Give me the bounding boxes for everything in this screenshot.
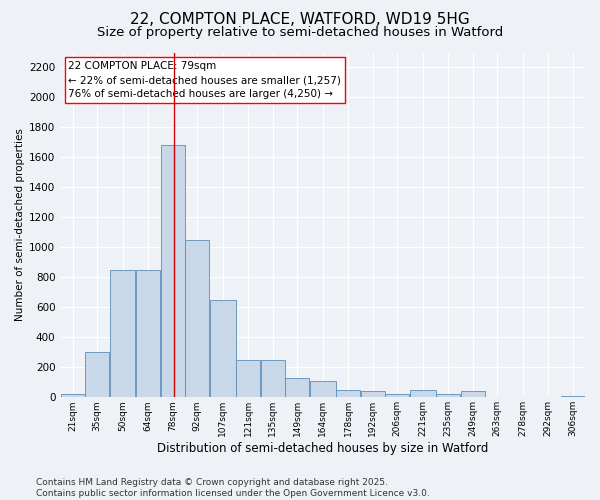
Bar [310, 381, 335, 398]
Bar [85, 352, 109, 398]
Bar [185, 240, 209, 398]
X-axis label: Distribution of semi-detached houses by size in Watford: Distribution of semi-detached houses by … [157, 442, 488, 455]
Bar [110, 270, 136, 398]
Bar [136, 270, 160, 398]
Bar [461, 392, 485, 398]
Text: Size of property relative to semi-detached houses in Watford: Size of property relative to semi-detach… [97, 26, 503, 39]
Bar [236, 360, 260, 398]
Bar [436, 394, 460, 398]
Bar [61, 394, 85, 398]
Bar [385, 394, 409, 398]
Bar [285, 378, 309, 398]
Bar [336, 390, 360, 398]
Bar [410, 390, 436, 398]
Bar [260, 360, 284, 398]
Text: 22, COMPTON PLACE, WATFORD, WD19 5HG: 22, COMPTON PLACE, WATFORD, WD19 5HG [130, 12, 470, 28]
Text: Contains HM Land Registry data © Crown copyright and database right 2025.
Contai: Contains HM Land Registry data © Crown c… [36, 478, 430, 498]
Y-axis label: Number of semi-detached properties: Number of semi-detached properties [15, 128, 25, 322]
Bar [210, 300, 236, 398]
Bar [161, 146, 185, 398]
Bar [560, 396, 585, 398]
Bar [361, 392, 385, 398]
Text: 22 COMPTON PLACE: 79sqm
← 22% of semi-detached houses are smaller (1,257)
76% of: 22 COMPTON PLACE: 79sqm ← 22% of semi-de… [68, 61, 341, 99]
